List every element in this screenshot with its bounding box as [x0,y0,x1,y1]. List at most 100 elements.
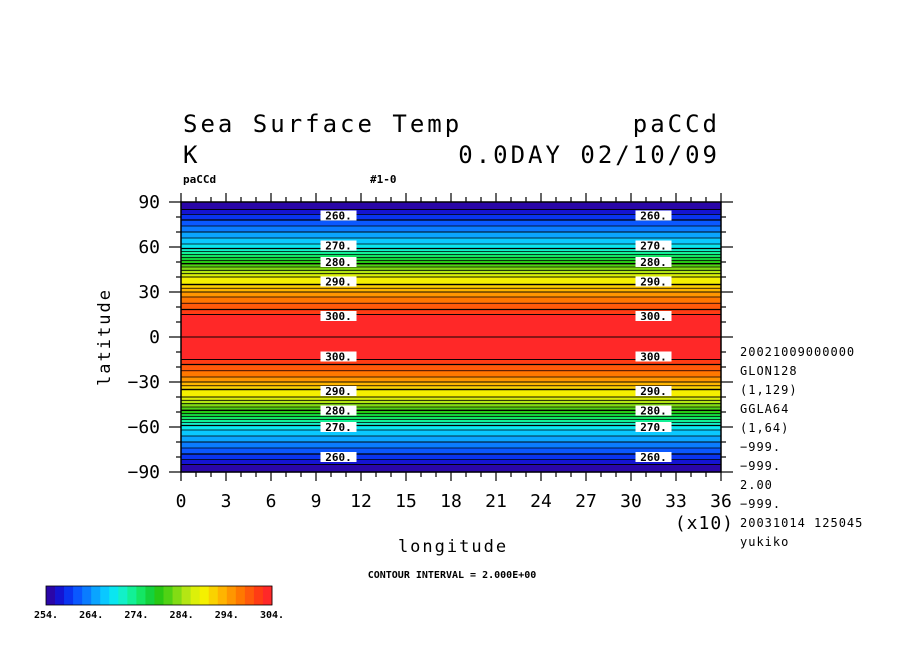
field-band [181,301,721,304]
field-band [181,340,721,343]
field-band [181,212,721,215]
field-band [181,325,721,328]
y-axis-tick-labels: 90 60 30 0 −30 −60 −90 [127,192,160,483]
contour-label: 300. [640,351,667,364]
field-band [181,299,721,302]
field-band [181,256,721,259]
field-band [181,290,721,293]
field-band [181,226,721,229]
info-line: GLON128 [740,364,798,378]
field-band [181,266,721,269]
field-band [181,268,721,271]
contour-label: 280. [640,256,667,269]
field-band [181,469,721,472]
field-band [181,431,721,434]
field-band [181,329,721,332]
field-band [181,238,721,241]
contour-label: 300. [325,310,352,323]
colorbar-swatch [109,586,119,605]
contour-label: 280. [325,256,352,269]
colorbar-swatch [55,586,65,605]
contour-label-bg [320,276,357,287]
field-band [181,281,721,284]
contour-interval-text: CONTOUR INTERVAL = 2.000E+00 [368,570,537,581]
contour-label: 290. [640,276,667,289]
field-band [181,352,721,355]
field-band [181,202,721,205]
x-axis-tick-labels: 0 3 6 9 12 15 18 21 24 27 30 33 36 [176,491,732,512]
field-band [181,232,721,235]
contour-label: 260. [640,451,667,464]
field-band [181,245,721,248]
contour-label-bg [320,311,357,321]
field-band [181,382,721,385]
field-band [181,220,721,223]
contour-label-bg [320,405,357,416]
colorbar-swatch [91,586,101,605]
contour-label-bg [320,386,357,396]
colorbar-swatch [244,586,255,605]
colorbar-labels: 254. 264. 274. 284. 294. 304. [34,610,284,621]
y-tick-label: −60 [127,417,160,438]
field-band [181,397,721,400]
field-band [181,377,721,380]
field-band [181,338,721,341]
colorbar-tick-label: 264. [79,610,103,621]
run-name: paCCd [633,110,720,138]
info-line: yukiko [740,535,789,549]
field-band [181,466,721,469]
field-band [181,229,721,232]
field-band [181,440,721,443]
field-band [181,253,721,256]
info-line: −999. [740,459,781,473]
field-band [181,355,721,358]
field-band [181,275,721,278]
field-band [181,383,721,386]
field-band [181,463,721,466]
field-band [181,203,721,206]
field-band [181,265,721,268]
info-line: −999. [740,497,781,511]
time-label: 0.0DAY 02/10/09 [458,141,720,169]
field-band [181,206,721,209]
field-band [181,389,721,392]
field-band [181,344,721,347]
field-band [181,467,721,470]
contour-label-bg [635,276,672,287]
contour-labels: 260. 260. 270. 270. 280. 280. 290. 290. 300. 300.… [320,210,672,464]
info-line: 2.00 [740,478,773,492]
field-band [181,313,721,316]
field-band [181,461,721,464]
field-band [181,427,721,430]
field-band [181,254,721,257]
y-tick-label: 60 [138,237,160,258]
contour-label-bg [635,351,672,362]
colorbar-swatch [181,586,192,605]
field-band [181,455,721,458]
field-band [181,251,721,254]
field-band [181,274,721,277]
contour-label-bg [635,240,672,251]
field-band [181,214,721,217]
field-band [181,353,721,356]
contour-label: 260. [325,451,352,464]
panel-tag: paCCd [183,173,216,186]
units-label: K [183,141,200,169]
field-band [181,433,721,436]
field-band [181,430,721,433]
field-band [181,316,721,319]
x-axis-ticks [180,193,722,481]
field-band [181,209,721,212]
field-band [181,421,721,424]
field-band [181,374,721,377]
field-band [181,227,721,230]
x-axis-label: longitude [398,537,508,557]
field-band [181,224,721,227]
field-band [181,361,721,364]
contour-label-bg [635,386,672,396]
contour-label-bg [320,351,357,362]
y-tick-label: 0 [149,327,160,348]
colorbar-swatch [145,586,155,605]
info-line: 20031014 125045 [740,516,863,530]
field-band [181,211,721,214]
